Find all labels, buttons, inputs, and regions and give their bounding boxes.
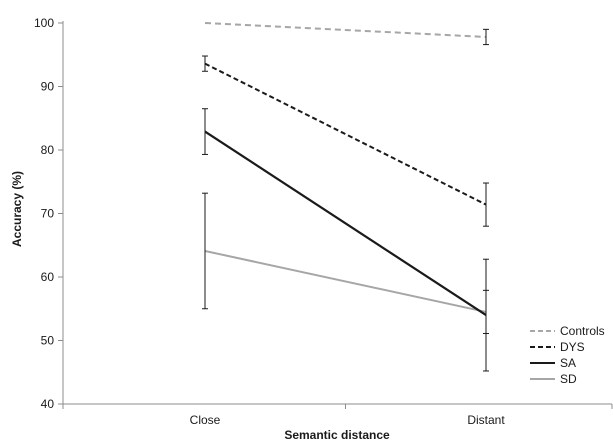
legend-label-controls: Controls bbox=[560, 324, 605, 338]
x-tick-label-distant: Distant bbox=[467, 413, 505, 427]
y-tick-label-70: 70 bbox=[41, 207, 55, 221]
error-bar-sa-distant bbox=[483, 258, 489, 372]
error-bar-sd-close bbox=[202, 192, 208, 310]
error-bar-controls-distant bbox=[483, 28, 489, 46]
error-bar-sa-close bbox=[202, 108, 208, 155]
series-line-dys bbox=[204, 62, 487, 206]
y-tick-label-80: 80 bbox=[41, 143, 55, 157]
legend-label-sa: SA bbox=[560, 356, 576, 370]
axes: 40 50 60 70 80 90 100 Close Distant Accuracy (%… bbox=[10, 16, 613, 442]
legend: Controls DYS SA SD bbox=[530, 324, 605, 386]
y-tick-label-100: 100 bbox=[34, 16, 54, 30]
legend-label-sd: SD bbox=[560, 372, 577, 386]
y-tick-label-40: 40 bbox=[41, 397, 55, 411]
legend-label-dys: DYS bbox=[560, 340, 585, 354]
error-bar-dys-close bbox=[202, 55, 208, 72]
series-controls bbox=[204, 22, 489, 46]
series-line-sd bbox=[204, 249, 487, 313]
series-line-sa bbox=[204, 130, 487, 317]
series-sd bbox=[202, 192, 489, 335]
y-tick-label-90: 90 bbox=[41, 80, 55, 94]
x-ticks: Close Distant bbox=[62, 404, 613, 427]
y-ticks: 40 50 60 70 80 90 100 bbox=[34, 16, 63, 411]
y-axis-title: Accuracy (%) bbox=[10, 171, 24, 247]
error-bar-dys-distant bbox=[483, 182, 489, 227]
series-line-controls bbox=[204, 22, 487, 38]
y-tick-label-60: 60 bbox=[41, 270, 55, 284]
series-dys bbox=[202, 55, 489, 227]
plot-area bbox=[202, 22, 489, 372]
y-tick-label-50: 50 bbox=[41, 334, 55, 348]
series-sa bbox=[202, 108, 489, 372]
x-axis-title: Semantic distance bbox=[284, 428, 390, 442]
x-tick-label-close: Close bbox=[190, 413, 221, 427]
